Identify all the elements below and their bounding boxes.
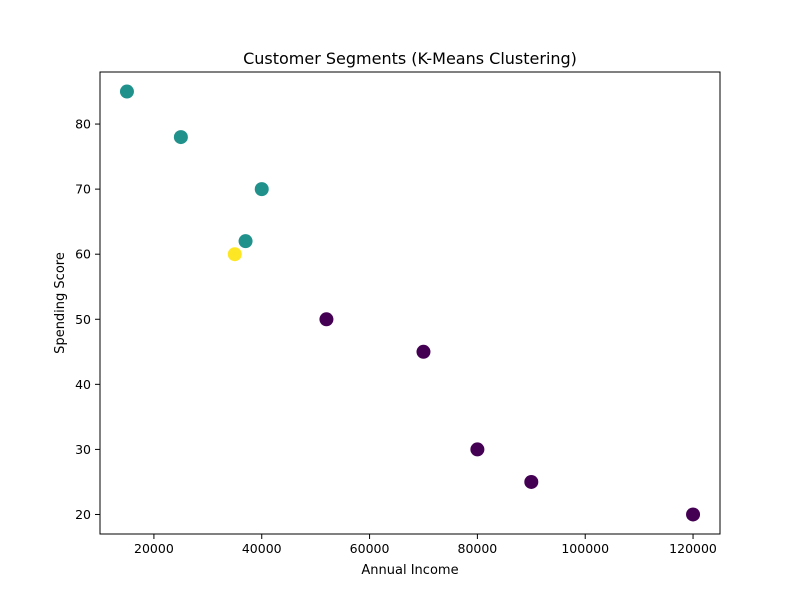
y-axis-ticks: 20 30 40 50 60 70 80 [75, 117, 100, 522]
x-axis-ticks: 20000 40000 60000 80000 100000 120000 [134, 534, 717, 556]
data-points [119, 84, 701, 522]
data-point [686, 507, 701, 522]
y-tick-label: 60 [75, 247, 91, 262]
data-point [254, 182, 269, 197]
data-point [319, 312, 334, 327]
y-tick-label: 30 [75, 442, 91, 457]
plot-frame [99, 71, 721, 535]
data-point [524, 474, 539, 489]
y-tick-label: 50 [75, 312, 91, 327]
chart-title: Customer Segments (K-Means Clustering) [243, 49, 577, 68]
x-tick-label: 120000 [669, 541, 717, 556]
y-tick-label: 40 [75, 377, 91, 392]
y-axis-label: Spending Score [53, 252, 68, 354]
data-point [238, 234, 253, 249]
x-tick-label: 80000 [458, 541, 498, 556]
x-tick-label: 60000 [350, 541, 390, 556]
y-tick-label: 20 [75, 507, 91, 522]
x-tick-label: 20000 [134, 541, 174, 556]
x-axis-label: Annual Income [361, 563, 458, 578]
data-point [416, 344, 431, 359]
data-point [227, 247, 242, 262]
data-point [470, 442, 485, 457]
data-point [173, 130, 188, 145]
x-tick-label: 40000 [242, 541, 282, 556]
y-tick-label: 80 [75, 117, 91, 132]
x-tick-label: 100000 [561, 541, 609, 556]
data-point [119, 84, 134, 99]
y-tick-label: 70 [75, 182, 91, 197]
